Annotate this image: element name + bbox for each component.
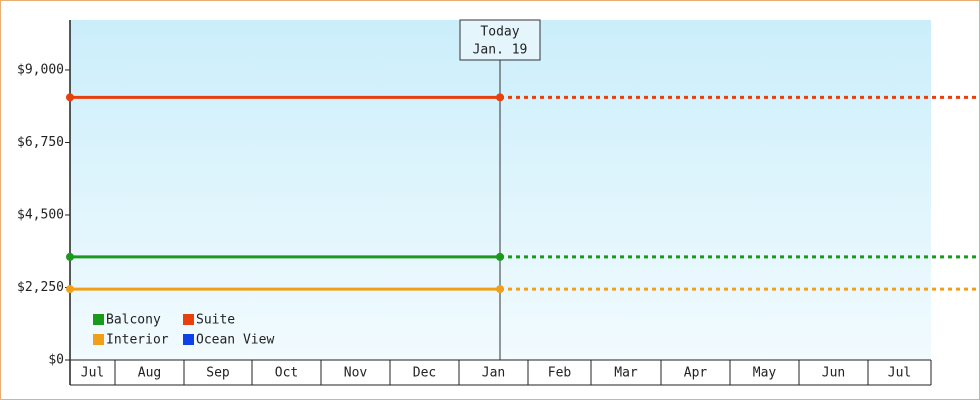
x-tick-label: Nov xyxy=(344,366,368,381)
x-tick-label: Jul xyxy=(81,366,104,381)
legend-swatch xyxy=(183,314,194,325)
x-tick-label: Apr xyxy=(684,366,708,381)
point xyxy=(496,285,504,294)
today-label: Today xyxy=(480,25,519,40)
x-tick-label: Mar xyxy=(614,366,638,381)
legend-label: Balcony xyxy=(106,313,161,328)
point xyxy=(496,93,504,102)
x-tick-label: Jun xyxy=(822,366,845,381)
x-tick-label: Jul xyxy=(888,366,911,381)
x-tick-label: Sep xyxy=(206,366,230,381)
y-tick-label: $9,000 xyxy=(17,62,64,77)
x-tick-label: Feb xyxy=(548,366,572,381)
legend-label: Suite xyxy=(196,313,235,328)
point xyxy=(66,93,74,102)
x-tick-label: Dec xyxy=(413,366,436,381)
legend-swatch xyxy=(93,314,104,325)
y-tick-label: $0 xyxy=(48,353,64,368)
x-tick-label: May xyxy=(753,366,777,381)
today-box xyxy=(459,19,541,61)
y-tick-label: $2,250 xyxy=(17,280,64,295)
today-date: Jan. 19 xyxy=(473,43,528,58)
point xyxy=(496,252,504,261)
y-tick-label: $6,750 xyxy=(17,135,64,150)
x-tick-label: Jan xyxy=(482,366,505,381)
legend-swatch xyxy=(93,334,104,345)
point xyxy=(66,252,74,261)
x-tick-label: Aug xyxy=(138,366,161,381)
point xyxy=(66,285,74,294)
legend-label: Interior xyxy=(106,333,169,348)
y-tick-label: $4,500 xyxy=(17,207,64,222)
x-tick-label: Oct xyxy=(275,366,298,381)
legend-label: Ocean View xyxy=(196,333,274,348)
legend-swatch xyxy=(183,334,194,345)
